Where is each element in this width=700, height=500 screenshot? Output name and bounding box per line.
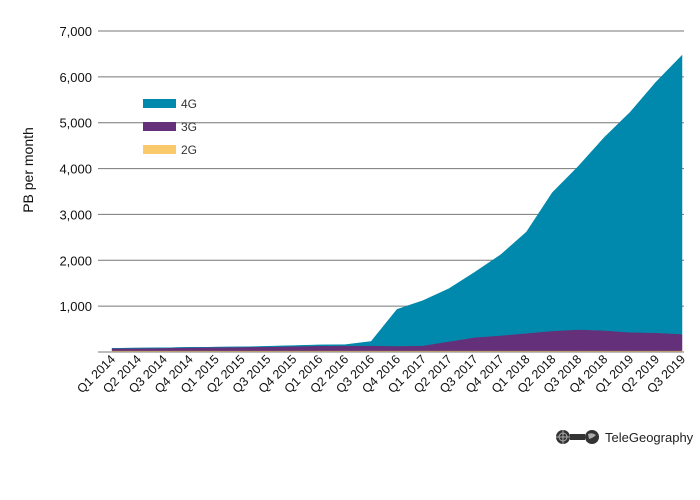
telegeography-branding: TeleGeography <box>555 429 693 445</box>
y-axis-label: PB per month <box>20 127 36 213</box>
telegeography-logo-icon <box>556 430 599 444</box>
y-axis-ticks: 1,000 2,000 3,000 4,000 5,000 6,000 7,000 <box>59 24 92 314</box>
legend-item-2g: 2G <box>143 138 197 161</box>
legend-swatch-4g <box>143 99 176 108</box>
y-tick-label: 2,000 <box>59 253 92 268</box>
legend-swatch-3g <box>143 122 176 131</box>
y-tick-label: 6,000 <box>59 70 92 85</box>
y-tick-label: 1,000 <box>59 299 92 314</box>
y-tick-label: 5,000 <box>59 116 92 131</box>
y-tick-label: 7,000 <box>59 24 92 39</box>
y-tick-label: 3,000 <box>59 207 92 222</box>
chart-legend: 4G 3G 2G <box>143 92 197 161</box>
chart-areas <box>111 54 683 353</box>
legend-label-2g: 2G <box>181 142 198 157</box>
legend-item-4g: 4G <box>143 92 197 115</box>
legend-label-4g: 4G <box>181 96 198 111</box>
legend-item-3g: 3G <box>143 115 197 138</box>
area-series-4g <box>111 54 683 349</box>
gridlines <box>98 30 684 307</box>
legend-label-3g: 3G <box>181 119 198 134</box>
brand-label: TeleGeography <box>605 429 694 445</box>
y-tick-label: 4,000 <box>59 162 92 177</box>
legend-swatch-2g <box>143 145 176 154</box>
